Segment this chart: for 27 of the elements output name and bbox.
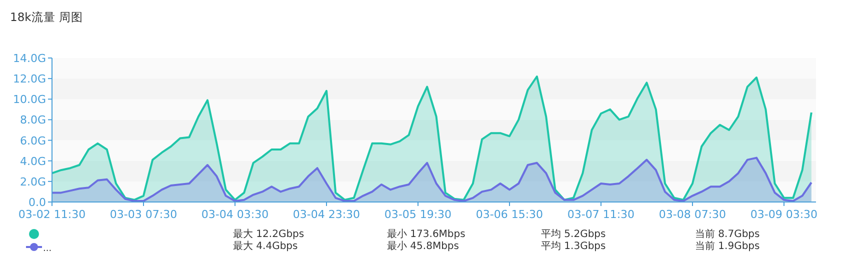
text: 当前 8.7Gbps [695,228,760,240]
text: 平均 5.2Gbps [541,228,606,240]
chart-title: 18k流量 周图 [10,10,83,24]
x-tick-label: 03-04 03:30 [201,208,269,221]
y-tick-label: 2.0G [20,175,46,188]
y-tick-label: 14.0G [12,52,46,65]
legend-label: ... [43,244,52,254]
x-tick-label: 03-07 11:30 [567,208,635,221]
x-tick-label: 03-08 07:30 [658,208,726,221]
x-tick-label: 03-03 07:30 [110,208,178,221]
x-tick-label: 03-04 23:30 [292,208,360,221]
y-tick-label: 12.0G [12,72,46,86]
y-tick-label: 0.0 [28,196,46,209]
text: 最大 4.4Gbps [233,240,298,252]
y-tick-label: 10.0G [12,93,46,106]
text: 最大 12.2Gbps [233,228,304,240]
x-tick-label: 03-09 03:30 [750,208,818,221]
y-tick-label: 4.0G [20,154,46,168]
x-tick-label: 03-02 11:30 [18,208,86,221]
text: 最小 45.8Mbps [387,240,459,252]
x-tick-label: 03-05 19:30 [384,208,452,221]
x-tick-label: 03-06 15:30 [476,208,544,221]
y-tick-label: 8.0G [20,114,46,127]
text: 平均 1.3Gbps [541,240,606,252]
text: 当前 1.9Gbps [695,240,760,252]
text: 最小 173.6Mbps [387,228,466,240]
y-tick-label: 6.0G [20,134,46,148]
